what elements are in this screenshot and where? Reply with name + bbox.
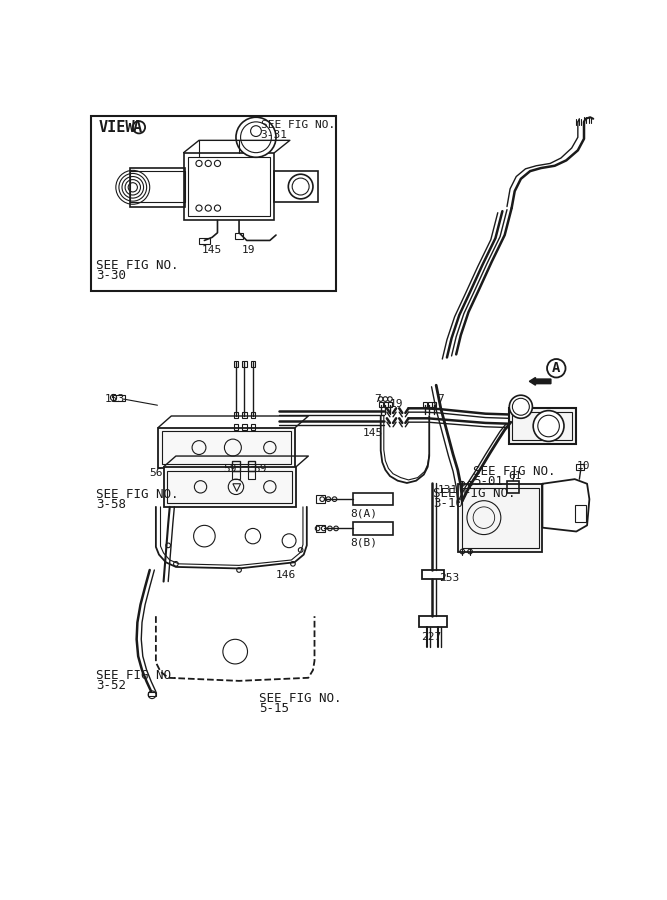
Text: SEE FIG NO.: SEE FIG NO.: [96, 669, 178, 681]
Circle shape: [133, 122, 145, 133]
Text: 56: 56: [149, 468, 163, 479]
Bar: [233, 361, 238, 366]
Bar: [242, 361, 247, 366]
Bar: [91, 116, 336, 292]
Bar: [188, 158, 270, 216]
Circle shape: [533, 410, 564, 441]
Text: 3-31: 3-31: [261, 130, 287, 140]
Text: A: A: [552, 361, 560, 375]
Bar: [233, 412, 238, 418]
Bar: [576, 464, 584, 470]
Bar: [232, 472, 240, 479]
Text: 59: 59: [253, 464, 266, 473]
Bar: [507, 481, 520, 493]
Circle shape: [547, 359, 566, 377]
Text: SEE FIG NO.: SEE FIG NO.: [261, 121, 335, 130]
Bar: [512, 412, 572, 440]
Bar: [247, 472, 255, 479]
Text: SEE FIG NO.: SEE FIG NO.: [96, 489, 178, 501]
Text: 8(A): 8(A): [350, 508, 377, 518]
Bar: [316, 525, 325, 532]
Bar: [379, 402, 383, 407]
Bar: [199, 238, 210, 244]
Bar: [432, 402, 436, 407]
Bar: [423, 402, 427, 407]
Bar: [247, 461, 255, 472]
Text: 3-10: 3-10: [433, 497, 463, 509]
Bar: [183, 153, 274, 220]
Text: 5-15: 5-15: [259, 702, 289, 715]
Bar: [575, 505, 586, 522]
Bar: [420, 616, 447, 627]
Text: 146: 146: [276, 570, 296, 580]
Bar: [251, 412, 255, 418]
Text: 10: 10: [576, 461, 590, 471]
Bar: [233, 466, 238, 472]
Circle shape: [510, 395, 532, 419]
Bar: [242, 466, 247, 472]
Text: SEE FIG NO.: SEE FIG NO.: [433, 487, 516, 500]
Text: 59: 59: [223, 464, 237, 473]
Text: 61: 61: [508, 472, 522, 482]
Bar: [148, 692, 156, 697]
Text: SEE FIG NO.: SEE FIG NO.: [96, 259, 178, 272]
Text: VIEW: VIEW: [99, 121, 135, 135]
Text: 3-58: 3-58: [96, 499, 126, 511]
Bar: [251, 361, 255, 366]
Bar: [233, 424, 238, 430]
Bar: [353, 522, 393, 535]
Bar: [388, 402, 392, 407]
Text: 253: 253: [440, 573, 460, 583]
Text: SEE FIG NO.: SEE FIG NO.: [473, 465, 556, 478]
Text: 131: 131: [438, 485, 458, 495]
Bar: [508, 409, 576, 444]
Bar: [242, 424, 247, 430]
Bar: [274, 171, 317, 202]
Text: 8(B): 8(B): [350, 537, 377, 548]
Bar: [458, 484, 542, 552]
Text: A: A: [133, 121, 142, 135]
Bar: [422, 570, 444, 580]
Text: 227: 227: [421, 632, 441, 642]
Bar: [235, 233, 243, 238]
Text: 145: 145: [362, 428, 382, 437]
Text: SEE FIG NO.: SEE FIG NO.: [259, 692, 342, 705]
Bar: [242, 412, 247, 418]
Text: 3-30: 3-30: [96, 269, 126, 282]
Bar: [462, 488, 538, 548]
Circle shape: [236, 117, 276, 158]
Bar: [251, 466, 255, 472]
Text: 145: 145: [202, 245, 222, 255]
Text: 153: 153: [105, 394, 125, 404]
Bar: [251, 424, 255, 430]
Bar: [113, 395, 125, 400]
Text: 5-01: 5-01: [473, 475, 503, 489]
Text: 19: 19: [241, 245, 255, 255]
Bar: [232, 461, 240, 472]
Bar: [428, 402, 432, 407]
FancyArrow shape: [530, 377, 551, 385]
Text: 7: 7: [375, 394, 382, 404]
Text: 19: 19: [390, 399, 404, 410]
Text: 7: 7: [438, 394, 444, 404]
Bar: [129, 168, 185, 207]
Bar: [162, 431, 291, 464]
Bar: [167, 471, 292, 503]
Bar: [163, 467, 296, 507]
Bar: [353, 493, 393, 505]
Text: 3-52: 3-52: [96, 679, 126, 691]
Bar: [158, 428, 295, 468]
Bar: [129, 171, 185, 202]
Bar: [384, 402, 388, 407]
Bar: [316, 495, 325, 503]
